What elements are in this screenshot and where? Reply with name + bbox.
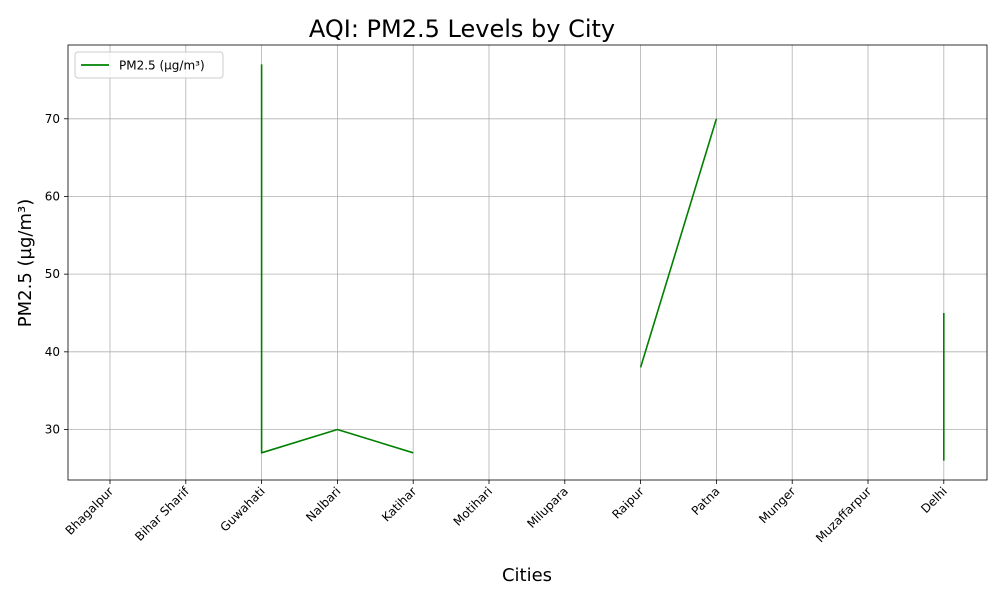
series-layer — [260, 64, 945, 461]
y-tick-label: 40 — [45, 345, 60, 359]
x-axis-label: Cities — [502, 565, 552, 586]
x-axis-ticks: Bhagalpur Bihar Sharif Guwahati Nalbari Kati… — [63, 480, 950, 545]
x-tick-label: Muzaffarpur — [813, 484, 874, 545]
plot-frame — [67, 44, 988, 481]
legend-frame — [74, 51, 224, 79]
x-tick-label: Patna — [689, 484, 723, 518]
grid — [68, 45, 987, 480]
x-tick-label: Raipur — [609, 484, 646, 521]
y-axis-ticks: 30 40 50 60 70 — [45, 112, 68, 437]
x-tick-label: Katihar — [379, 484, 419, 524]
legend-entry: PM2.5 (µg/m³) — [119, 59, 205, 73]
series-line-0 — [260, 64, 945, 461]
x-tick-label: Bhagalpur — [63, 484, 117, 538]
y-tick-label: 50 — [45, 267, 60, 281]
legend: PM2.5 (µg/m³) — [74, 51, 224, 79]
x-tick-label: Munger — [756, 484, 798, 526]
y-tick-label: 30 — [45, 423, 60, 437]
y-tick-label: 70 — [45, 112, 60, 126]
x-tick-label: Bihar Sharif — [132, 484, 192, 544]
x-tick-label: Nalbari — [303, 484, 343, 524]
chart-title: AQI: PM2.5 Levels by City — [309, 15, 615, 43]
y-axis-label: PM2.5 (µg/m³) — [15, 199, 36, 327]
x-tick-label: Delhi — [918, 484, 950, 516]
x-tick-label: Milupara — [524, 484, 571, 531]
x-tick-label: Guwahati — [217, 484, 267, 534]
y-tick-label: 60 — [45, 189, 60, 203]
x-tick-label: Motihari — [451, 484, 496, 529]
